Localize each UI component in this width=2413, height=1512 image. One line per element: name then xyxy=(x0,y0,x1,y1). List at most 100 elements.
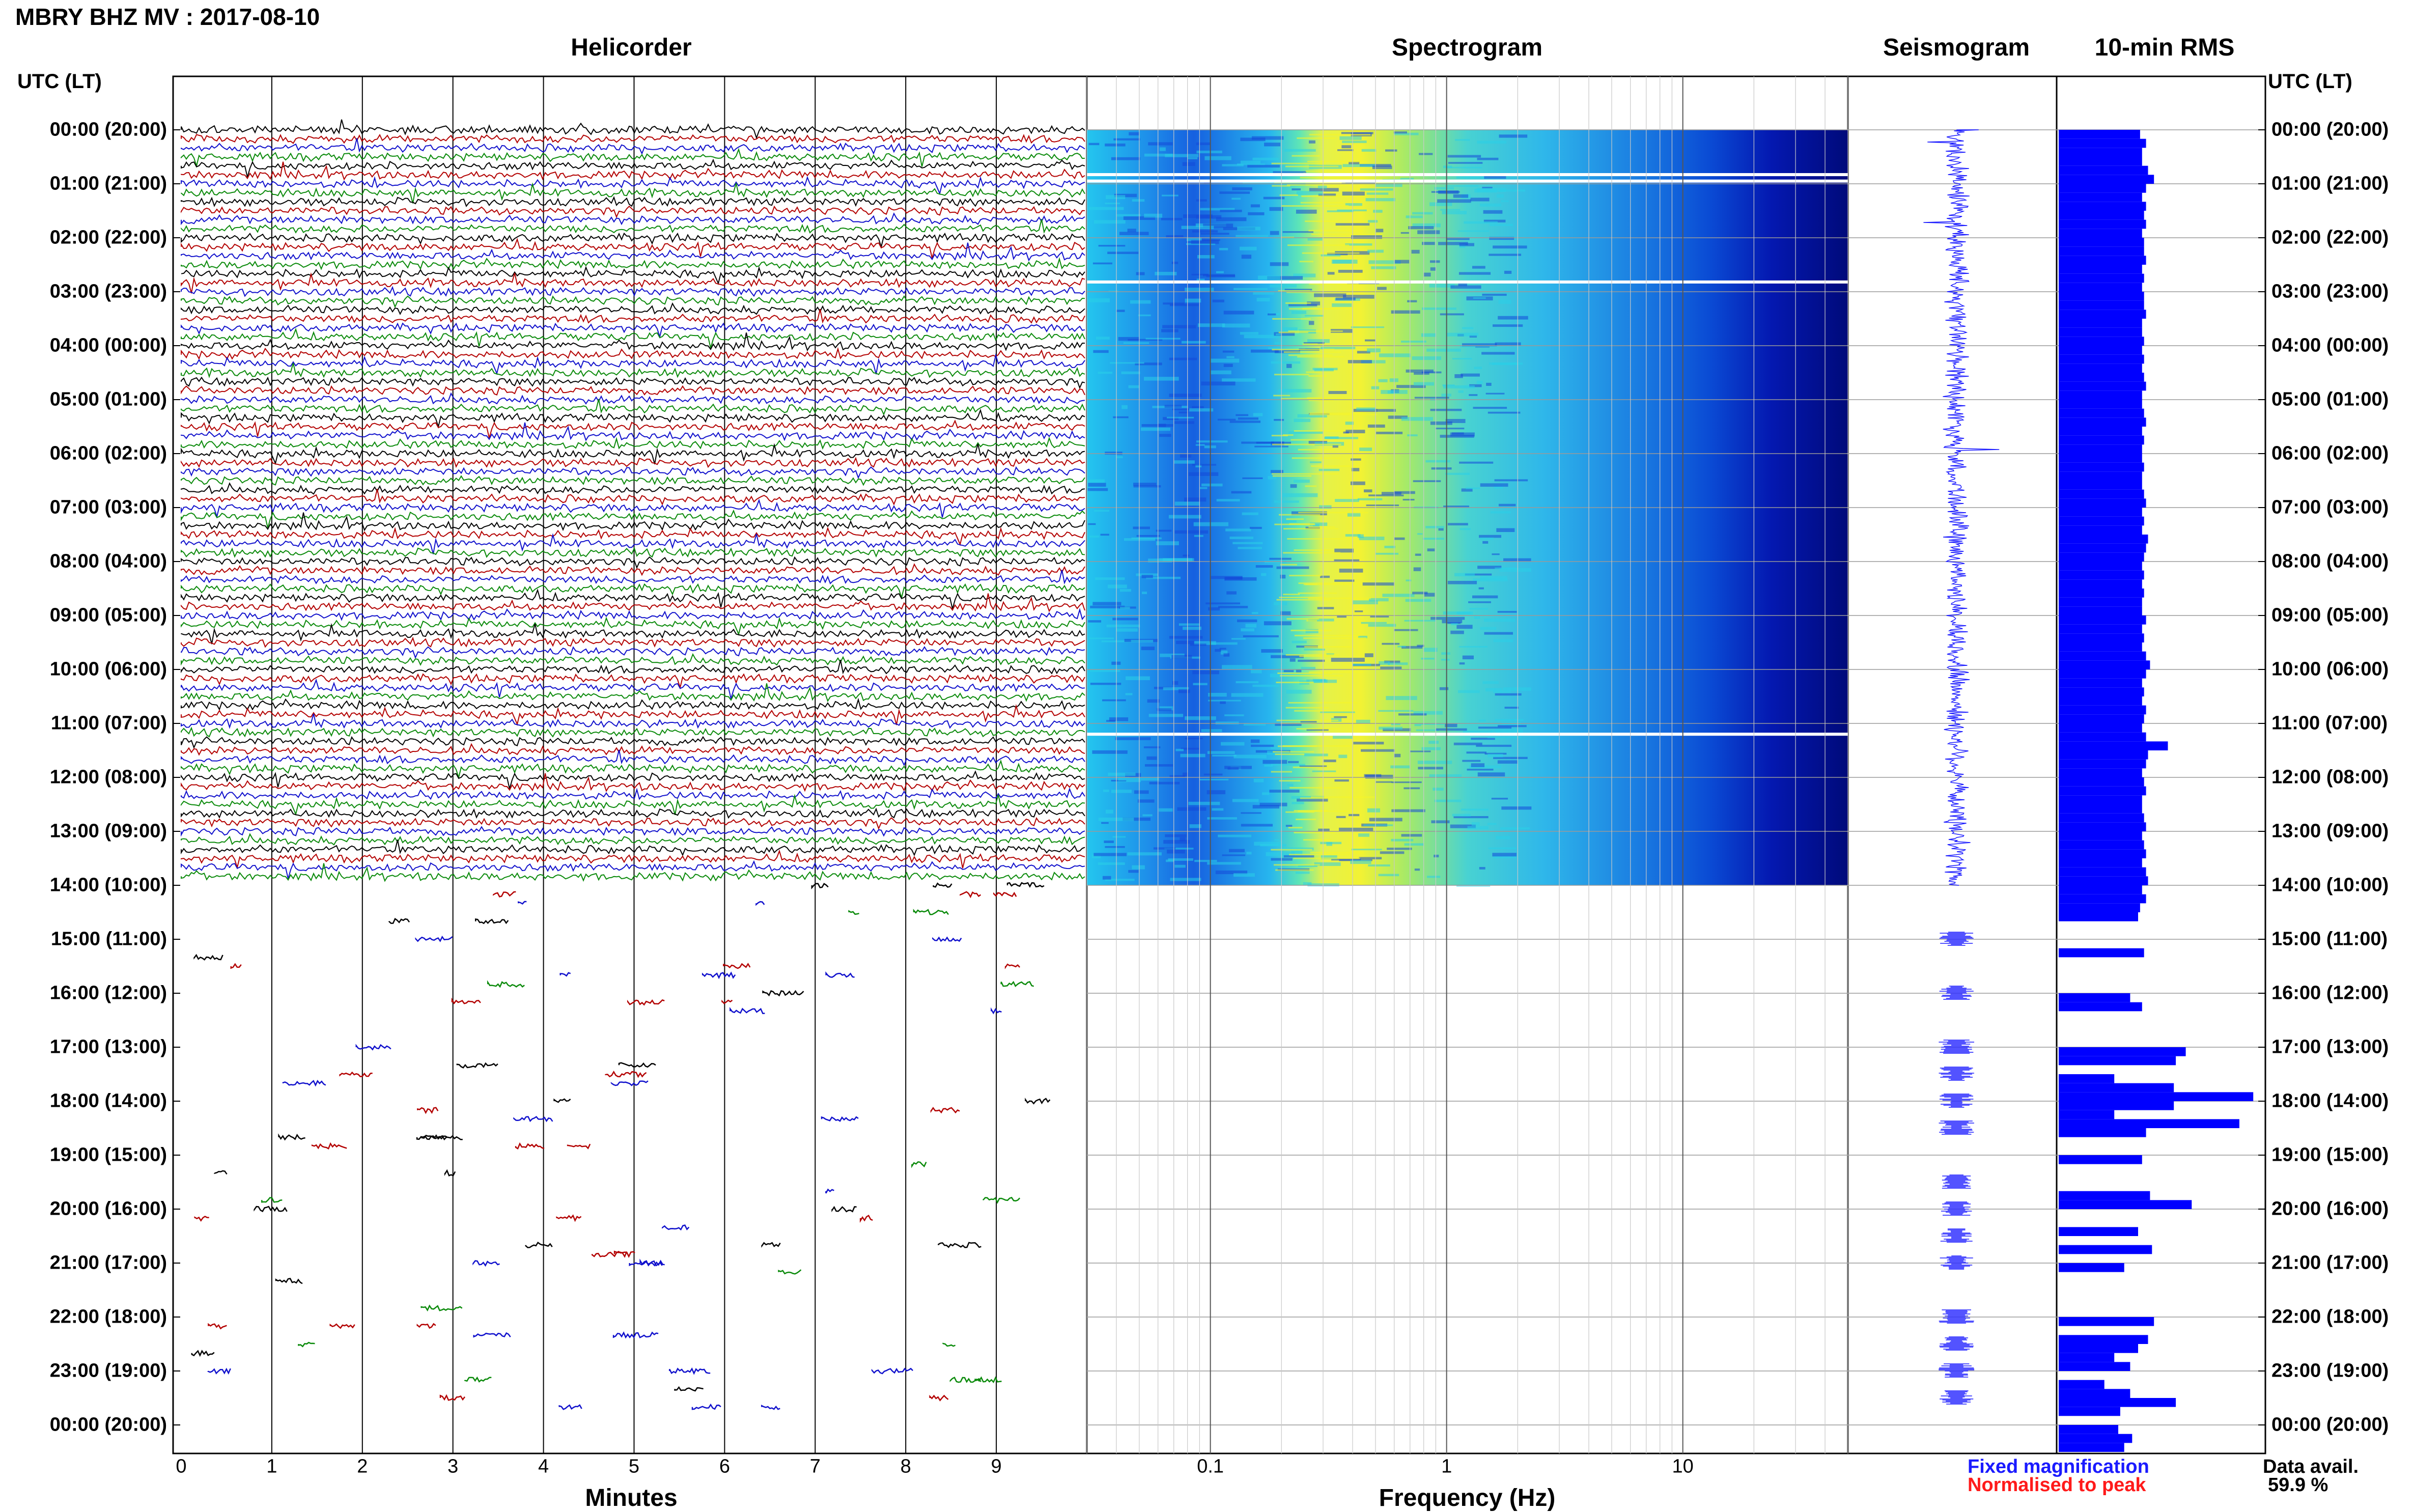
spectrogram-texture xyxy=(1450,630,1464,634)
spectrogram-texture xyxy=(1174,864,1186,868)
spectrogram-texture xyxy=(1309,188,1339,192)
time-label-right: 00:00 (20:00) xyxy=(2271,1414,2389,1436)
spectrogram-texture xyxy=(1272,185,1290,187)
spectrogram-texture xyxy=(1349,814,1360,817)
spectrogram-texture xyxy=(1296,669,1302,673)
spectrogram-texture xyxy=(1337,615,1346,618)
helicorder-segment xyxy=(605,1071,647,1078)
spectrogram-texture xyxy=(1087,488,1108,491)
spectrogram-texture xyxy=(1285,825,1293,827)
time-label-left: 13:00 (09:00) xyxy=(49,820,167,842)
spectrogram-texture xyxy=(1274,418,1284,421)
helicorder-segment xyxy=(421,1134,463,1141)
rms-bar xyxy=(2059,813,2144,823)
spectrogram-texture xyxy=(1306,371,1321,373)
spectrogram-texture xyxy=(1485,393,1505,395)
spectrogram-texture xyxy=(1480,537,1494,540)
spectrogram-texture xyxy=(1438,242,1468,245)
spectrogram-texture xyxy=(1130,300,1151,304)
spectrogram-texture xyxy=(1280,611,1291,615)
spectrogram-texture xyxy=(1381,492,1401,495)
spectrogram-texture xyxy=(1281,205,1349,207)
spectrogram-texture xyxy=(1477,141,1507,144)
spectrogram-texture xyxy=(1293,766,1335,768)
spectrogram-texture xyxy=(1088,523,1096,525)
helicorder-segment xyxy=(913,909,949,915)
spectrogram-texture xyxy=(1179,623,1200,626)
rms-bar xyxy=(2059,498,2146,508)
rms-bar xyxy=(2059,1317,2154,1326)
spectrogram-texture xyxy=(1237,227,1261,231)
spectrogram-texture xyxy=(1264,143,1281,147)
spectrogram-texture xyxy=(1487,736,1522,738)
spectrogram-texture xyxy=(1377,287,1387,290)
helicorder-segment xyxy=(261,1197,283,1203)
spectrogram-texture xyxy=(1334,779,1349,782)
spectrogram-texture xyxy=(1314,862,1341,866)
spectrogram-texture xyxy=(1443,385,1475,388)
spectrogram-texture xyxy=(1279,514,1321,516)
spectrogram-texture xyxy=(1156,529,1172,532)
rms-bar xyxy=(2059,1353,2115,1362)
rms-bar xyxy=(2059,175,2154,184)
spectrogram-texture xyxy=(1460,528,1471,530)
spectrogram-texture xyxy=(1262,792,1270,795)
spectrogram-texture xyxy=(1396,385,1426,388)
rms-bar xyxy=(2059,831,2142,841)
spectrogram-texture xyxy=(1406,579,1412,581)
spectrogram-texture xyxy=(1279,675,1343,677)
spectrogram-texture xyxy=(1294,832,1335,834)
spectrogram-texture xyxy=(1364,489,1372,493)
spectrogram-texture xyxy=(1184,497,1206,502)
rms-bar xyxy=(2059,1434,2133,1443)
spectrogram-texture xyxy=(1320,711,1355,713)
spectrogram-texture xyxy=(1288,431,1323,434)
spectrogram-texture xyxy=(1365,198,1395,202)
minutes-tick-label: 9 xyxy=(991,1455,1002,1477)
spectrogram-texture xyxy=(1454,374,1463,378)
rms-bar xyxy=(2059,256,2146,265)
spectrogram-texture xyxy=(1088,637,1114,639)
spectrogram-texture xyxy=(1305,485,1317,487)
spectrogram-texture xyxy=(1251,669,1262,674)
spectrogram-texture xyxy=(1278,331,1308,333)
spectrogram-texture xyxy=(1437,199,1471,203)
spectrogram-texture xyxy=(1264,621,1292,626)
spectrogram-texture xyxy=(1458,272,1491,275)
spectrogram-texture xyxy=(1270,262,1289,266)
helicorder-trace-row xyxy=(181,678,1085,699)
helicorder-trace-row xyxy=(181,176,1085,195)
spectrogram-texture xyxy=(1127,229,1136,233)
spectrogram-texture xyxy=(1238,417,1258,420)
rms-bar xyxy=(2059,552,2144,562)
rms-bar xyxy=(2059,615,2146,625)
spectrogram-texture xyxy=(1480,576,1507,580)
spectrogram-texture xyxy=(1092,750,1128,754)
spectrogram-texture xyxy=(1240,246,1257,250)
spectrogram-texture xyxy=(1439,687,1449,690)
helicorder-trace-row xyxy=(181,309,1085,324)
spectrogram-texture xyxy=(1367,424,1385,428)
helicorder-trace-row xyxy=(181,839,1085,857)
spectrogram-texture xyxy=(1417,533,1423,535)
spectrogram-texture xyxy=(1119,589,1131,592)
spectrogram-texture xyxy=(1229,849,1245,852)
spectrogram-texture xyxy=(1288,354,1333,356)
spectrogram-texture xyxy=(1240,160,1261,164)
helicorder-trace-row xyxy=(181,704,1085,726)
spectrogram-texture xyxy=(1445,185,1479,187)
spectrogram-texture xyxy=(1113,416,1129,418)
helicorder-segment xyxy=(942,1342,956,1347)
spectrogram-texture xyxy=(1309,283,1359,285)
spectrogram-texture xyxy=(1180,454,1192,458)
spectrogram-texture xyxy=(1366,505,1399,507)
spectrogram-texture xyxy=(1136,272,1145,275)
spectrogram-texture xyxy=(1133,485,1161,488)
helicorder-segment xyxy=(761,1242,781,1248)
helicorder-trace-row xyxy=(181,443,1085,465)
spectrogram-texture xyxy=(1464,221,1498,224)
spectrogram-texture xyxy=(1498,725,1527,727)
helicorder-trace-row xyxy=(181,817,1085,830)
station-title: MBRY BHZ MV : 2017-08-10 xyxy=(15,4,320,30)
spectrogram-texture xyxy=(1394,537,1405,540)
